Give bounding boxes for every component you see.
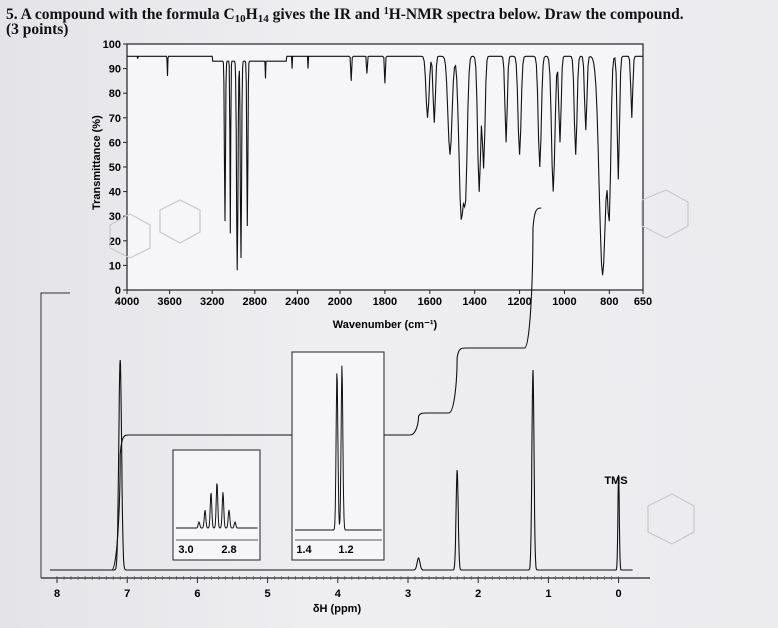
ir-y-tick-label: 10 xyxy=(109,260,121,272)
inset1-tick-left: 3.0 xyxy=(178,544,193,556)
nmr-inset-3ppm: 3.0 2.8 xyxy=(172,449,261,561)
ir-x-tick-label: 2800 xyxy=(243,296,267,308)
nmr-frame-edge xyxy=(40,292,70,578)
ir-x-tick-label: 1200 xyxy=(507,296,531,308)
ir-x-tick-label: 1600 xyxy=(418,296,442,308)
ir-x-axis: 4000 3600 3200 2800 2400 2000 1800 1600 1400 1200… xyxy=(115,290,652,308)
inset2-tick-left: 1.4 xyxy=(296,544,312,556)
question-number: 5. xyxy=(6,6,18,23)
nmr-x-axis: 8 7 6 5 4 3 2 1 0 xyxy=(54,576,622,600)
ir-x-tick-label: 1000 xyxy=(552,296,576,308)
ir-x-tick-label: 650 xyxy=(634,296,652,308)
ir-x-tick-label: 4000 xyxy=(115,296,139,308)
ir-x-tick-label: 2000 xyxy=(328,296,352,308)
ir-trace xyxy=(127,55,643,276)
nmr-integral-trace xyxy=(49,207,542,571)
inset1-tick-right: 2.8 xyxy=(221,544,236,556)
ir-x-tick-label: 1400 xyxy=(462,296,486,308)
inset2-tick-right: 1.2 xyxy=(338,544,353,556)
ir-x-tick-label: 3600 xyxy=(157,296,181,308)
ir-y-tick-label: 20 xyxy=(109,236,121,248)
nmr-x-tick-label: 7 xyxy=(124,588,130,600)
ir-y-tick-label: 60 xyxy=(109,137,121,149)
background-showthrough xyxy=(109,189,695,545)
ir-x-tick-label: 2400 xyxy=(285,296,309,308)
nmr-x-tick-label: 1 xyxy=(545,588,551,600)
nmr-x-tick-label: 0 xyxy=(616,588,622,600)
ir-x-tick-label: 1800 xyxy=(373,296,397,308)
tms-label: TMS xyxy=(604,475,627,487)
nmr-x-tick-label: 3 xyxy=(405,588,411,600)
ir-y-tick-label: 80 xyxy=(109,88,121,100)
nmr-inset-1ppm: 1.4 1.2 xyxy=(291,351,385,561)
ir-y-tick-label: 40 xyxy=(109,187,121,199)
ir-y-tick-label: 70 xyxy=(109,113,121,125)
nmr-x-tick-label: 6 xyxy=(194,588,200,600)
ir-y-tick-label: 50 xyxy=(109,162,121,174)
nmr-x-axis-label: δH (ppm) xyxy=(313,603,362,615)
ir-y-tick-label: 90 xyxy=(109,64,121,76)
question-text: 5. A compound with the formula C10H14 gi… xyxy=(6,6,684,25)
ir-y-tick-label: 30 xyxy=(109,211,121,223)
nmr-x-tick-label: 4 xyxy=(335,588,342,600)
ir-y-tick-label: 100 xyxy=(103,39,121,51)
ir-x-axis-label: Wavenumber (cm⁻¹) xyxy=(333,319,438,331)
ir-y-axis-label: Transmittance (%) xyxy=(91,115,103,210)
question-points: (3 points) xyxy=(6,21,69,38)
nmr-x-tick-label: 8 xyxy=(54,588,60,600)
nmr-x-tick-label: 2 xyxy=(475,588,481,600)
ir-x-tick-label: 3200 xyxy=(200,296,224,308)
ir-x-tick-label: 800 xyxy=(600,296,618,308)
ir-y-tick-label: 0 xyxy=(115,285,121,297)
nmr-x-tick-label: 5 xyxy=(265,588,271,600)
nmr-trace xyxy=(50,359,633,571)
